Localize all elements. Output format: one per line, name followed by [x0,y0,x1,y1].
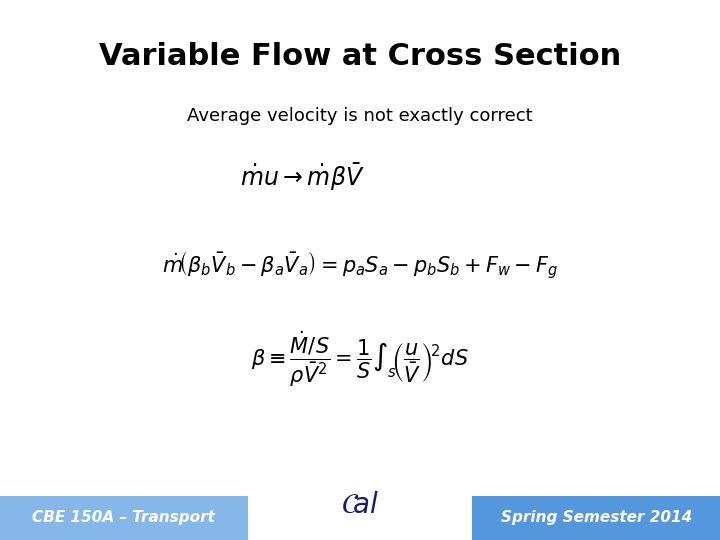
Text: CBE 150A – Transport: CBE 150A – Transport [32,510,215,525]
Text: Average velocity is not exactly correct: Average velocity is not exactly correct [187,107,533,125]
Text: Spring Semester 2014: Spring Semester 2014 [500,510,692,525]
Text: $\beta \equiv \dfrac{\dot{M}/S}{\rho\bar{V}^2} = \dfrac{1}{S}\int_s\!\left(\dfra: $\beta \equiv \dfrac{\dot{M}/S}{\rho\bar… [251,329,469,389]
Text: $\dot{m}u \rightarrow \dot{m}\beta\bar{V}$: $\dot{m}u \rightarrow \dot{m}\beta\bar{V… [240,161,365,193]
Text: $\mathcal{C}\!\mathit{al}$: $\mathcal{C}\!\mathit{al}$ [341,491,379,519]
Text: Variable Flow at Cross Section: Variable Flow at Cross Section [99,42,621,71]
Text: $\dot{m}\!\left(\beta_b\bar{V}_b - \beta_a\bar{V}_a\right)= p_a S_a - p_b S_b + : $\dot{m}\!\left(\beta_b\bar{V}_b - \beta… [162,249,558,280]
